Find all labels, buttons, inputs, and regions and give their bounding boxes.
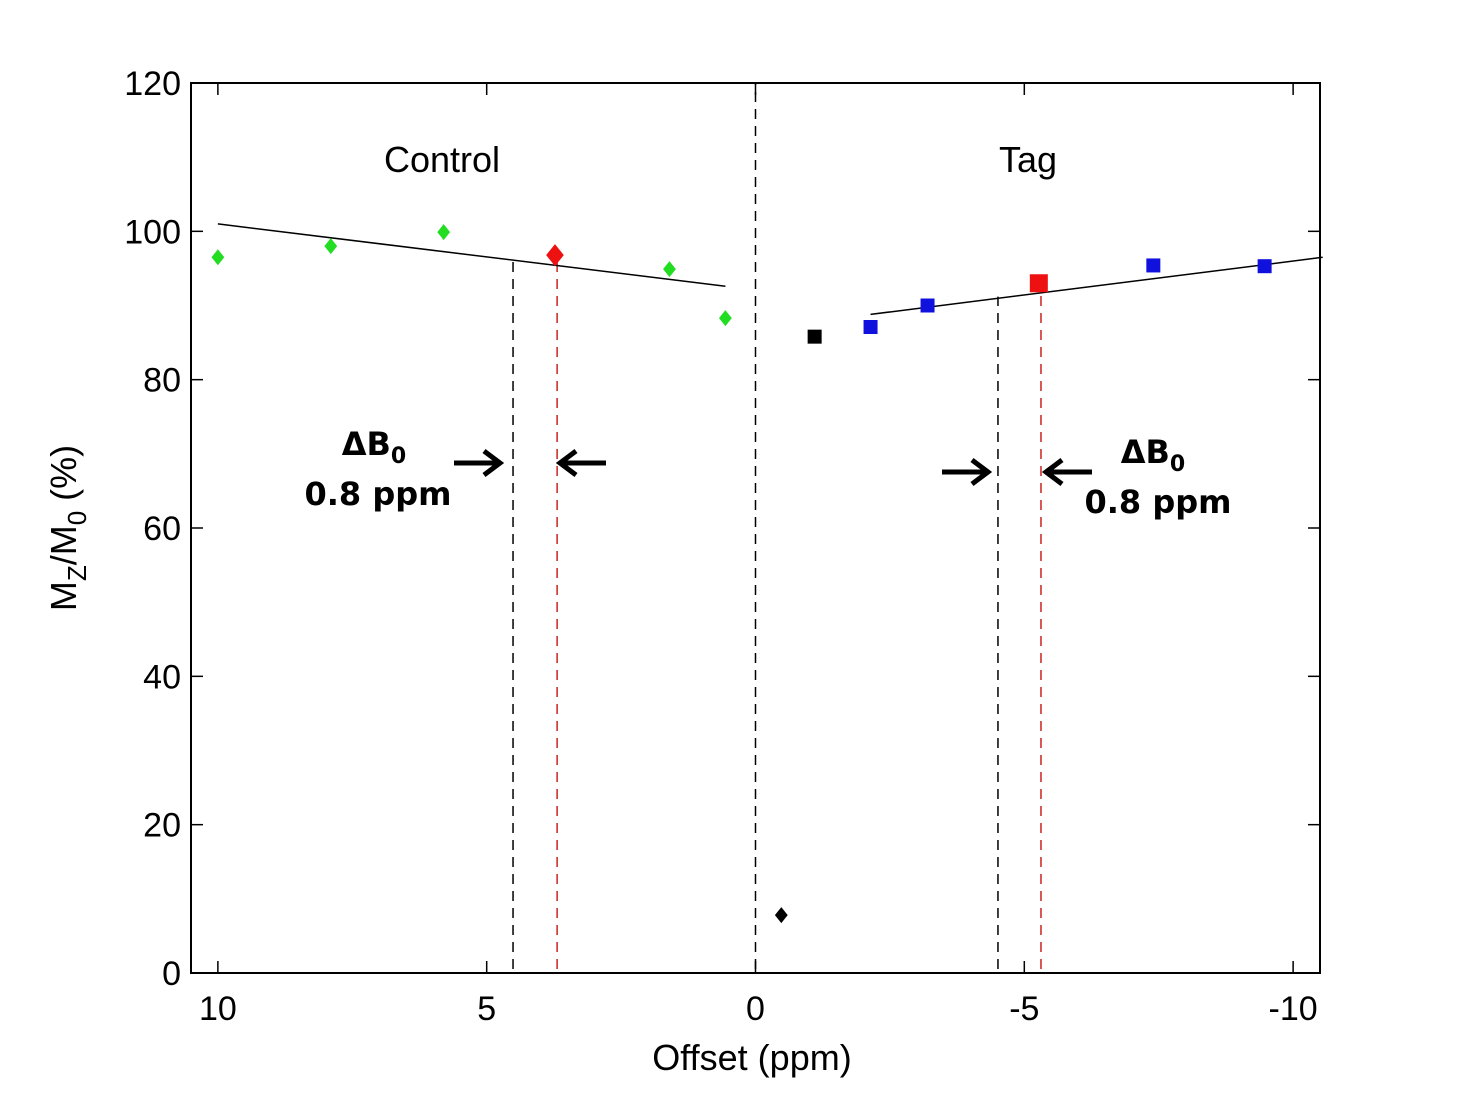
delta-b0-left-label: ΔB0 [342,425,406,469]
y-tick-label: 0 [162,955,181,993]
x-tick-label: 0 [746,990,765,1028]
data-point-diamond [774,907,788,924]
y-tick-label: 40 [143,658,181,696]
control-label: Control [384,139,500,180]
data-point-square [1029,274,1048,293]
data-point-diamond [437,224,451,241]
tag-label: Tag [999,139,1057,180]
data-point-diamond [546,244,564,267]
y-tick-label: 100 [124,213,181,251]
x-tick-label: 10 [199,990,237,1028]
data-point-diamond [211,249,225,266]
y-tick-label: 120 [124,65,181,103]
data-point-square [807,329,822,344]
data-point-diamond [324,238,338,255]
delta-b0-right-label: ΔB0 [1121,433,1185,477]
data-point-diamond [718,310,732,327]
y-axis-label: MZ/M0 (%) [43,445,92,611]
data-point-square [863,320,878,335]
control-fit [217,223,726,287]
arrow-right-1 [942,458,993,486]
y-tick-label: 20 [143,807,181,845]
x-tick-label: -5 [1009,990,1039,1028]
data-point-square [920,298,935,313]
x-tick-label: 5 [477,990,496,1028]
x-axis-label: Offset (ppm) [652,1037,851,1078]
data-point-square [1257,259,1272,274]
delta-b0-left-value: 0.8 ppm [305,475,452,513]
data-point-square [1146,258,1161,273]
arrow-right-2 [1041,458,1092,486]
arrow-left-1 [454,449,505,477]
y-tick-label: 80 [143,362,181,400]
x-tick-label: -10 [1269,990,1318,1028]
y-tick-label: 60 [143,510,181,548]
data-point-diamond [663,261,676,278]
tag-fit [870,256,1323,316]
arrow-left-2 [555,449,606,477]
delta-b0-right-value: 0.8 ppm [1085,483,1232,521]
